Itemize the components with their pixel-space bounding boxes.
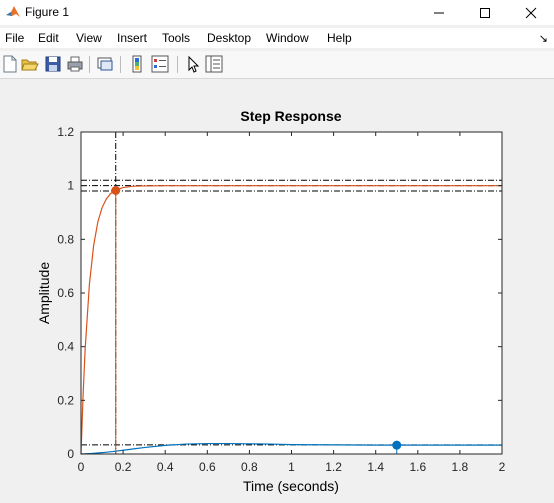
x-tick-label: 1.4 <box>367 460 384 474</box>
y-tick-label: 0.8 <box>57 232 74 246</box>
maximize-button[interactable] <box>462 0 508 25</box>
menu-tools[interactable]: Tools <box>162 31 191 45</box>
x-tick-label: 1.8 <box>452 460 469 474</box>
menu-window[interactable]: Window <box>266 31 309 45</box>
toolbar <box>0 51 554 79</box>
window-title: Figure 1 <box>25 5 70 19</box>
insert-legend-icon[interactable] <box>151 55 169 73</box>
characteristic-marker-1[interactable] <box>111 185 121 195</box>
close-button[interactable] <box>508 0 554 25</box>
menu-insert[interactable]: Insert <box>117 31 148 45</box>
new-figure-icon[interactable] <box>1 55 19 73</box>
pointer-arrow-icon[interactable] <box>184 55 202 73</box>
toolbar-separator <box>177 56 178 73</box>
x-tick-label: 0 <box>78 460 85 474</box>
x-tick-label: 1.2 <box>325 460 342 474</box>
x-tick-label: 0.2 <box>115 460 132 474</box>
menu-file[interactable]: File <box>5 31 25 45</box>
y-tick-label: 0.2 <box>57 393 74 407</box>
menu-desktop[interactable]: Desktop <box>207 31 252 45</box>
print-icon[interactable] <box>66 55 84 73</box>
x-tick-label: 2 <box>499 460 506 474</box>
y-tick-label: 0 <box>67 447 74 461</box>
figure-canvas: Step Response 0 0.2 0.4 0.6 0.8 1 1.2 1.4 1.6 1.8… <box>0 79 554 498</box>
menu-edit[interactable]: Edit <box>38 31 59 45</box>
dock-arrow-icon[interactable]: ↘ <box>538 33 548 45</box>
characteristic-marker-2[interactable] <box>392 440 402 450</box>
link-plot-icon[interactable] <box>96 55 114 73</box>
x-tick-label: 1 <box>288 460 295 474</box>
y-tick-label: 0.4 <box>57 340 74 354</box>
save-icon[interactable] <box>44 55 62 73</box>
maximize-icon <box>480 7 490 18</box>
y-tick-label: 1 <box>67 179 74 193</box>
toolbar-separator <box>89 56 90 73</box>
x-tick-label: 1.6 <box>409 460 426 474</box>
close-icon <box>525 7 537 18</box>
y-axis-label: Amplitude <box>36 262 52 324</box>
x-tick-label: 0.8 <box>241 460 258 474</box>
matlab-logo-icon <box>5 4 21 20</box>
open-file-icon[interactable] <box>21 55 39 73</box>
menu-bar: File Edit View Insert Tools Desktop Wind… <box>0 28 554 48</box>
y-tick-label: 0.6 <box>57 286 74 300</box>
series-line-1[interactable] <box>80 185 502 455</box>
menu-view[interactable]: View <box>76 31 102 45</box>
step-response-plot[interactable]: Step Response 0 0.2 0.4 0.6 0.8 1 1.2 1.4 1.6 1.8… <box>0 79 554 498</box>
series-line-2[interactable] <box>80 442 502 455</box>
insert-colorbar-icon[interactable] <box>128 55 146 73</box>
minimize-icon <box>434 12 444 13</box>
menu-help[interactable]: Help <box>327 31 352 45</box>
minimize-button[interactable] <box>416 0 462 25</box>
property-inspector-icon[interactable] <box>205 55 223 73</box>
x-axis-label: Time (seconds) <box>243 478 339 494</box>
title-bar: Figure 1 <box>0 0 554 25</box>
x-tick-label: 0.4 <box>157 460 174 474</box>
x-tick-label: 0.6 <box>199 460 216 474</box>
y-tick-label: 1.2 <box>57 125 74 139</box>
toolbar-separator <box>120 56 121 73</box>
chart-title: Step Response <box>240 108 341 124</box>
